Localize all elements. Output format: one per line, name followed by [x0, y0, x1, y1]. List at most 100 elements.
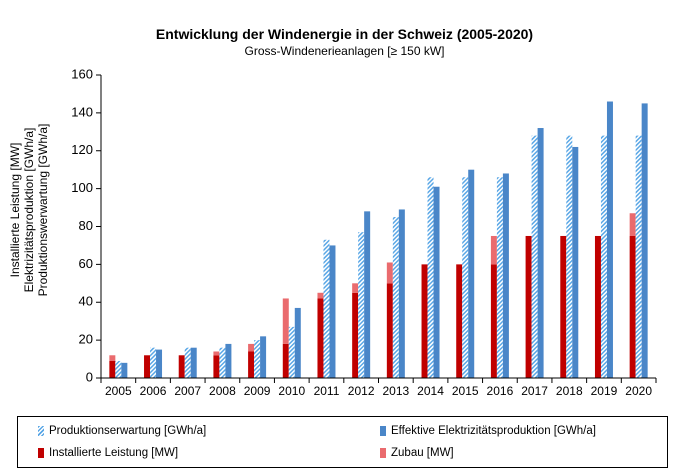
bar-effektive-produktion-2015: [468, 169, 475, 378]
bar-effektive-produktion-2012: [364, 211, 371, 378]
x-tick-label: 2008: [209, 384, 236, 398]
bar-produktionserwartung-2006: [150, 347, 157, 378]
x-axis-ticks: 2005 2006 2007 2008 2009 2010 2011 2012 2013 2014…: [100, 378, 657, 398]
y-tick-label: 80: [79, 218, 93, 233]
legend-swatch-light-red: [380, 448, 386, 458]
bar-installierte-leistung-2007: [178, 355, 185, 378]
bar-effektive-produktion-2005: [121, 362, 128, 378]
x-tick-label: 2019: [591, 384, 618, 398]
y-tick-label: 20: [79, 332, 93, 347]
legend-swatch-blue: [380, 426, 386, 436]
bar-produktionserwartung-2020: [635, 135, 642, 378]
x-tick-label: 2012: [348, 384, 375, 398]
bar-installierte-leistung-2006: [144, 355, 151, 378]
bar-produktionserwartung-2007: [184, 347, 191, 378]
bar-produktionserwartung-2011: [323, 239, 330, 378]
bar-effektive-produktion-2018: [572, 146, 579, 378]
bar-effektive-produktion-2006: [156, 349, 163, 378]
bar-zubau-2013: [386, 262, 393, 284]
bar-installierte-leistung-2008: [213, 355, 220, 378]
bar-installierte-leistung-2009: [248, 351, 255, 378]
x-tick-label: 2007: [174, 384, 201, 398]
legend-label: Zubau [MW]: [391, 447, 454, 459]
bar-zubau-2012: [352, 283, 359, 293]
x-tick-label: 2009: [244, 384, 271, 398]
legend-item-produktionserwartung: Produktionserwartung [GWh/a]: [38, 425, 206, 437]
x-tick-label: 2017: [521, 384, 548, 398]
bar-effektive-produktion-2009: [260, 336, 267, 378]
bar-zubau-2016: [490, 235, 497, 265]
bar-produktionserwartung-2017: [531, 135, 538, 378]
x-tick-label: 2018: [556, 384, 583, 398]
legend-label: Produktionserwartung [GWh/a]: [49, 425, 207, 437]
y-tick-label: 60: [79, 256, 93, 271]
bar-produktionserwartung-2008: [219, 347, 226, 378]
bar-installierte-leistung-2016: [490, 264, 497, 378]
chart-title: Entwicklung der Windenergie in der Schwe…: [155, 26, 534, 42]
bar-zubau-2011: [317, 292, 324, 299]
bar-zubau-2009: [248, 343, 255, 352]
legend-label: Installierte Leistung [MW]: [49, 447, 179, 459]
bar-effektive-produktion-2016: [502, 173, 509, 378]
bar-zubau-2010: [282, 298, 289, 344]
y-tick-label: 120: [71, 142, 93, 157]
bar-effektive-produktion-2008: [225, 343, 232, 378]
y-axis-label: Installierte Leistung [MW] Elektrizitätsp…: [8, 124, 50, 297]
x-tick-label: 2010: [278, 384, 305, 398]
y-tick-label: 160: [71, 66, 93, 81]
bar-produktionserwartung-2010: [288, 326, 295, 378]
x-tick-label: 2014: [417, 384, 444, 398]
bar-installierte-leistung-2014: [421, 264, 428, 378]
x-tick-label: 2020: [625, 384, 652, 398]
bar-effektive-produktion-2019: [606, 101, 613, 378]
bar-produktionserwartung-2014: [427, 177, 434, 378]
bar-zubau-2008: [213, 351, 220, 356]
bar-effektive-produktion-2013: [398, 209, 405, 378]
bar-installierte-leistung-2017: [525, 235, 532, 378]
y-tick-label: 40: [79, 294, 93, 309]
bar-effektive-produktion-2020: [641, 103, 648, 378]
bar-effektive-produktion-2017: [537, 128, 544, 378]
bar-installierte-leistung-2012: [352, 292, 359, 378]
bar-produktionserwartung-2012: [358, 232, 365, 378]
bar-installierte-leistung-2013: [386, 283, 393, 378]
bar-chart: Installierte Leistung [MW] Elektrizitätsp…: [8, 66, 657, 398]
x-tick-label: 2016: [487, 384, 514, 398]
bar-installierte-leistung-2010: [282, 343, 289, 378]
bar-produktionserwartung-2019: [600, 135, 607, 378]
bar-produktionserwartung-2005: [115, 360, 122, 378]
bar-installierte-leistung-2020: [629, 235, 636, 378]
bar-produktionserwartung-2016: [496, 177, 503, 378]
bar-effektive-produktion-2007: [190, 347, 197, 378]
x-tick-label: 2015: [452, 384, 479, 398]
bar-zubau-2020: [629, 213, 636, 236]
bar-installierte-leistung-2011: [317, 298, 324, 378]
x-tick-label: 2013: [382, 384, 409, 398]
bar-effektive-produktion-2010: [294, 307, 301, 378]
legend-item-zubau: Zubau [MW]: [380, 447, 454, 459]
x-tick-label: 2011: [314, 384, 340, 398]
legend-swatch-dark-red: [38, 448, 44, 458]
y-tick-label: 100: [71, 180, 93, 195]
legend: Produktionserwartung [GWh/a] Effektive E…: [17, 416, 668, 468]
x-tick-label: 2005: [105, 384, 132, 398]
bars: [109, 101, 648, 378]
y-axis-label-line: Elektrizitätsproduktion [GWh/a]: [22, 128, 36, 293]
y-axis-label-line: Produktionswerwartung [GWh/a]: [36, 124, 50, 297]
bar-produktionserwartung-2015: [462, 177, 469, 378]
bar-produktionserwartung-2013: [392, 217, 399, 378]
bar-installierte-leistung-2019: [594, 235, 601, 378]
x-tick-label: 2006: [140, 384, 167, 398]
legend-item-effektive-produktion: Effektive Elektrizitätsproduktion [GWh/a…: [380, 425, 596, 437]
bar-zubau-2005: [109, 355, 116, 361]
bar-produktionserwartung-2018: [566, 135, 573, 378]
bar-effektive-produktion-2014: [433, 186, 440, 378]
bar-installierte-leistung-2005: [109, 360, 116, 378]
bar-installierte-leistung-2018: [560, 235, 567, 378]
chart-subtitle: Gross-Windenerieanlagen [≥ 150 kW]: [244, 44, 445, 58]
y-axis-ticks: 0 20 40 60 80 100 120 140 160: [71, 66, 101, 384]
bar-installierte-leistung-2015: [456, 264, 463, 378]
y-tick-label: 140: [71, 104, 93, 119]
y-tick-label: 0: [86, 369, 93, 384]
legend-item-installierte-leistung: Installierte Leistung [MW]: [38, 447, 178, 459]
